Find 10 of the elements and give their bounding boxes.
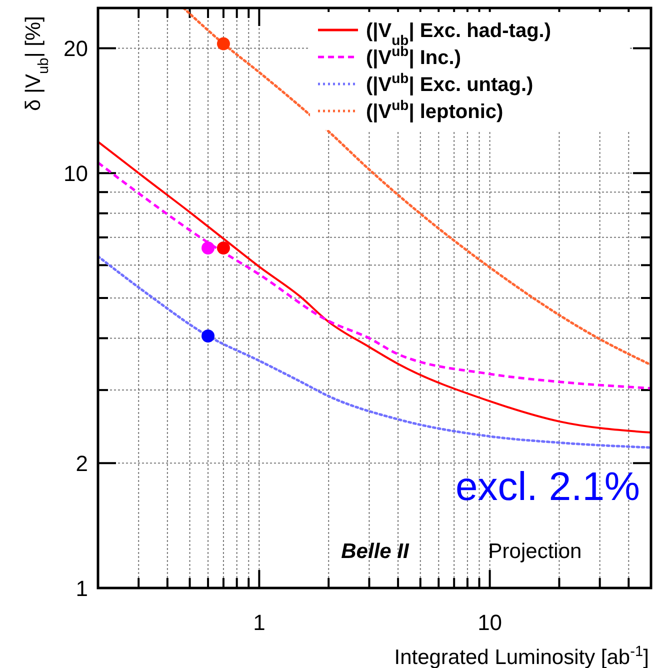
legend-label: (|V$^{ub}$| leptonic) — [366, 97, 504, 123]
y-tick-label: 10 — [64, 161, 88, 186]
annotation: Projection — [488, 540, 582, 563]
annotation: Belle II — [341, 540, 410, 563]
y-tick-label: 20 — [64, 36, 88, 62]
x-axis-title: Integrated Luminosity [ab$^{-1}$] — [394, 644, 649, 668]
legend-label: (|V$^{ub}$| Exc. untag.) — [366, 70, 534, 96]
annotation: excl. 2.1% — [455, 465, 640, 509]
y-tick-label: 2 — [76, 451, 88, 476]
y-tick-label: 1 — [76, 576, 88, 601]
